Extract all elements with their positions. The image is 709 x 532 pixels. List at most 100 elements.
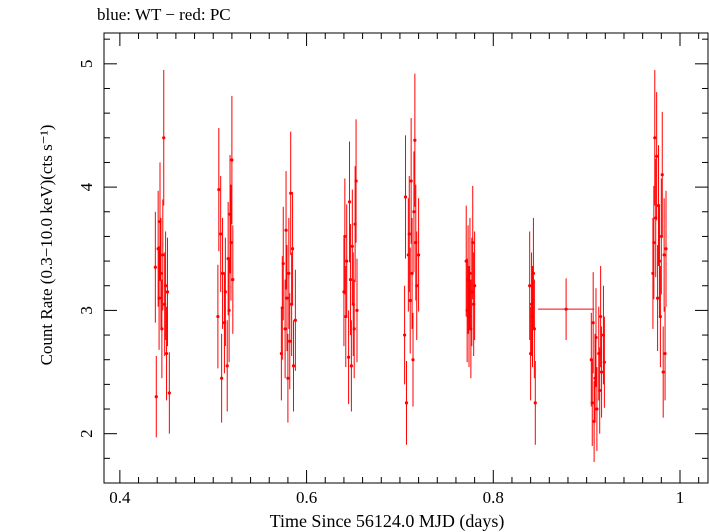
data-point	[220, 333, 224, 423]
point-marker	[167, 391, 171, 395]
data-point	[658, 266, 662, 368]
data-point	[230, 95, 234, 225]
point-marker	[411, 358, 415, 362]
point-marker	[345, 259, 349, 263]
point-marker	[602, 360, 606, 364]
y-tick-label: 4	[77, 182, 96, 191]
data-point	[223, 237, 227, 347]
point-marker	[157, 296, 161, 300]
point-marker	[284, 228, 288, 232]
data-point	[291, 320, 296, 412]
data-point	[349, 320, 353, 412]
point-marker	[533, 401, 537, 405]
data-point	[160, 279, 164, 379]
x-tick-label: 0.4	[109, 488, 131, 507]
point-marker	[289, 191, 293, 195]
data-point	[528, 231, 532, 340]
data-point	[413, 73, 417, 207]
data-point	[225, 320, 229, 412]
point-marker	[354, 179, 358, 183]
data-point	[290, 192, 295, 306]
point-marker	[599, 314, 603, 319]
data-point	[161, 199, 165, 311]
data-point	[157, 246, 161, 350]
data-point	[410, 217, 414, 329]
point-marker	[663, 351, 667, 356]
point-marker	[220, 376, 224, 380]
point-marker	[660, 173, 664, 177]
data-point	[289, 131, 293, 255]
data-point	[283, 279, 287, 379]
data-point	[345, 204, 349, 318]
point-marker	[473, 284, 477, 288]
point-marker	[531, 271, 536, 276]
point-marker	[653, 136, 657, 140]
point-marker	[657, 259, 662, 263]
point-marker	[564, 307, 568, 311]
data-point	[468, 217, 472, 329]
data-point	[599, 326, 604, 418]
data-point	[532, 279, 536, 379]
data-point	[285, 245, 289, 352]
data-point	[286, 333, 290, 423]
point-marker	[355, 308, 359, 312]
point-marker	[664, 247, 668, 251]
point-marker	[528, 284, 532, 288]
data-point	[162, 69, 166, 206]
data-point	[652, 185, 656, 300]
point-marker	[655, 296, 660, 300]
data-point	[154, 356, 158, 438]
point-marker	[285, 296, 289, 300]
point-marker	[598, 388, 602, 393]
data-point	[661, 326, 665, 418]
data-point	[220, 217, 225, 329]
point-marker	[288, 339, 292, 343]
point-marker	[290, 247, 295, 251]
point-marker	[590, 401, 594, 405]
data-point	[663, 306, 667, 401]
data-point	[595, 367, 599, 451]
data-point	[471, 185, 475, 300]
data-point	[343, 178, 347, 295]
point-marker	[229, 240, 233, 245]
data-point	[591, 272, 595, 374]
data-point	[352, 279, 356, 379]
point-marker	[219, 232, 223, 236]
point-marker	[287, 271, 291, 276]
data-point	[402, 285, 407, 385]
point-marker	[658, 314, 662, 319]
data-point	[411, 312, 415, 407]
point-marker	[154, 395, 158, 399]
data-point	[164, 306, 169, 401]
point-marker	[412, 210, 416, 214]
point-marker	[402, 333, 407, 337]
data-point	[217, 127, 221, 252]
data-point	[655, 245, 660, 352]
data-point	[229, 184, 233, 301]
point-marker	[471, 240, 475, 245]
point-marker	[160, 327, 164, 331]
data-point	[533, 360, 537, 445]
point-marker	[159, 271, 163, 276]
point-marker	[153, 265, 157, 269]
point-marker	[661, 370, 665, 374]
data-point	[159, 217, 163, 329]
data-point	[655, 92, 659, 221]
data-point	[288, 293, 292, 390]
point-marker	[594, 335, 598, 340]
data-point	[346, 310, 351, 405]
point-marker	[407, 232, 411, 236]
point-marker	[348, 277, 353, 282]
point-marker	[291, 364, 296, 368]
data-point	[287, 217, 291, 329]
data-point	[598, 347, 602, 434]
point-marker	[164, 351, 169, 356]
point-marker	[410, 271, 414, 276]
data-point	[408, 247, 412, 354]
point-marker	[595, 407, 599, 411]
data-point	[407, 176, 411, 292]
point-marker	[162, 136, 166, 140]
data-point	[348, 224, 353, 336]
y-tick-label: 2	[77, 429, 96, 438]
chart-header: blue: WT − red: PC	[97, 5, 231, 24]
